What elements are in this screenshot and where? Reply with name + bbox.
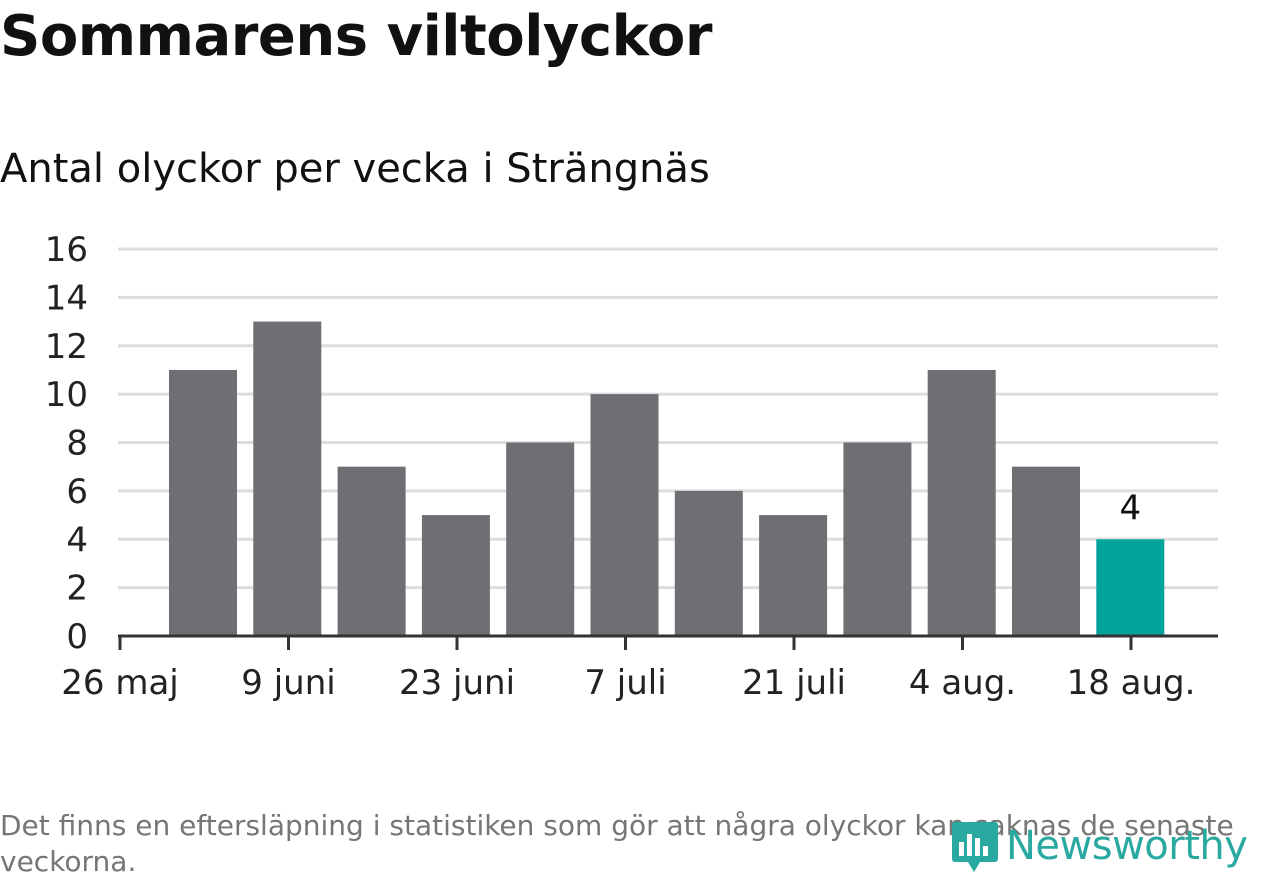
- y-tick-label: 4: [66, 520, 88, 560]
- chart-title: Sommarens viltolyckor: [0, 4, 712, 69]
- y-tick-label: 6: [66, 472, 88, 512]
- logo-text: Newsworthy: [1006, 823, 1248, 869]
- x-tick-label: 18 aug.: [1067, 663, 1196, 703]
- x-tick-label: 21 juli: [742, 663, 846, 703]
- x-tick-label: 4 aug.: [909, 663, 1016, 703]
- x-tick-label: 23 juni: [399, 663, 515, 703]
- bar: [1012, 466, 1080, 636]
- data-labels: 4: [1119, 488, 1141, 528]
- y-tick-label: 14: [45, 278, 88, 318]
- bar: [337, 466, 406, 636]
- bar: [843, 442, 912, 636]
- x-tick-label: 9 juni: [241, 663, 335, 703]
- y-tick-label: 16: [45, 230, 88, 270]
- y-axis-tick-labels: 0 2 4 6 8 10 12 14 16: [45, 230, 88, 657]
- x-tick-label: 7 juli: [584, 663, 666, 703]
- bar: [590, 394, 659, 636]
- x-axis-tick-labels: 26 maj 9 juni 23 juni 7 juli 21 juli 4 aug. 18…: [61, 663, 1195, 703]
- bar: [506, 442, 575, 636]
- bar-chart: 0 2 4 6 8 10 12 14 16 4 26 maj 9 juni 23 juni 7 jul…: [45, 230, 1218, 703]
- x-tick-label: 26 maj: [61, 663, 178, 703]
- bar: [759, 515, 828, 636]
- bar: [169, 369, 237, 636]
- bar: [1096, 539, 1165, 636]
- bar: [253, 321, 322, 636]
- y-tick-label: 12: [45, 327, 88, 367]
- bars: [169, 321, 1165, 636]
- y-tick-label: 0: [66, 617, 88, 657]
- y-tick-label: 8: [66, 424, 88, 464]
- y-tick-label: 10: [45, 375, 88, 415]
- newsworthy-logo: Newsworthy: [950, 818, 1248, 874]
- bar: [674, 490, 743, 636]
- bar: [927, 369, 996, 636]
- x-axis: [118, 634, 1218, 650]
- newsworthy-logo-icon: [952, 822, 998, 872]
- data-label: 4: [1119, 488, 1141, 528]
- bar: [421, 515, 490, 636]
- chart-subtitle: Antal olyckor per vecka i Strängnäs: [0, 146, 710, 192]
- footnote: Det finns en eftersläpning i statistiken…: [0, 809, 1234, 878]
- y-tick-label: 2: [66, 569, 88, 609]
